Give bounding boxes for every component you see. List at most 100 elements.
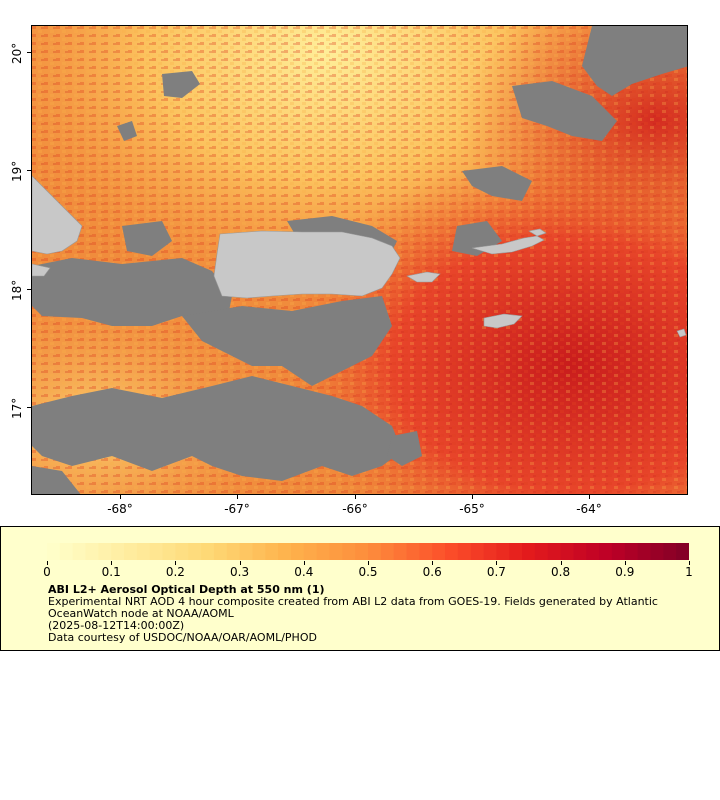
lat-tick-label: 19° [10, 160, 24, 182]
aod-map [32, 26, 687, 494]
colorbar-segment [201, 543, 215, 560]
colorbar-segment [509, 543, 523, 560]
colorbar-segment [213, 543, 228, 560]
no-data-region [117, 121, 137, 141]
lon-tick-label: -66° [342, 502, 368, 516]
lon-tick-label: -65° [459, 502, 485, 516]
colorbar-segment [573, 543, 587, 560]
colorbar-segment [470, 543, 485, 560]
colorbar-tick-mark [496, 561, 497, 565]
lat-tick-mark [27, 52, 31, 53]
colorbar-segment [149, 543, 164, 560]
colorbar-segment [175, 543, 189, 560]
st-croix-land [483, 313, 523, 329]
colorbar-segment [98, 543, 112, 560]
colorbar-segment [136, 543, 151, 560]
no-data-region [162, 71, 200, 98]
colorbar-segment [239, 543, 253, 560]
colorbar-segment [72, 543, 87, 560]
lat-tick-label: 20° [10, 42, 24, 64]
no-data-region [387, 431, 422, 466]
colorbar-segment [676, 543, 689, 560]
colorbar-tick-mark [561, 561, 562, 565]
colorbar-segment [380, 543, 395, 560]
colorbar-tick-label: 0.6 [422, 565, 442, 579]
land-masses [32, 175, 687, 338]
colorbar-tick-label: 0.3 [230, 565, 250, 579]
no-data-region [32, 258, 232, 326]
colorbar-tick-label: 0.8 [551, 565, 571, 579]
colorbar-segment [650, 543, 664, 560]
colorbar-segment [85, 543, 99, 560]
colorbar-tick-mark [111, 561, 112, 565]
legend-description-cont: OceanWatch node at NOAA/AOML [48, 607, 234, 620]
colorbar-segment [265, 543, 279, 560]
lon-tick-label: -64° [576, 502, 602, 516]
colorbar-tick-mark [689, 561, 690, 565]
colorbar-segment [432, 543, 446, 560]
hispaniola-east-land [32, 175, 83, 255]
colorbar-segment [329, 543, 343, 560]
colorbar-tick-label: 0 [43, 565, 51, 579]
colorbar-tick-mark [304, 561, 305, 565]
lon-tick-mark [237, 495, 238, 499]
no-data-region [182, 296, 392, 386]
no-data-region [582, 26, 687, 96]
colorbar-segment [496, 543, 510, 560]
colorbar-segment [393, 543, 408, 560]
no-data-region [512, 81, 617, 141]
lon-tick-label: -67° [224, 502, 250, 516]
colorbar-tick-mark [368, 561, 369, 565]
virgin-islands-land [676, 328, 687, 338]
colorbar-tick-label: 0.4 [294, 565, 314, 579]
no-data-region [462, 166, 532, 201]
colorbar-tick-mark [625, 561, 626, 565]
colorbar-segment [611, 543, 626, 560]
colorbar-segment [483, 543, 497, 560]
colorbar-segment [419, 543, 433, 560]
colorbar [47, 543, 689, 560]
vieques-land [406, 271, 441, 283]
lat-tick-label: 17° [10, 397, 24, 419]
colorbar-tick-label: 0.7 [486, 565, 506, 579]
lat-tick-mark [27, 407, 31, 408]
colorbar-segment [445, 543, 459, 560]
colorbar-segment [457, 543, 472, 560]
colorbar-segment [663, 543, 677, 560]
colorbar-tick-label: 0.9 [615, 565, 635, 579]
colorbar-segment [59, 543, 74, 560]
lat-tick-label: 18° [10, 279, 24, 301]
colorbar-segment [534, 543, 549, 560]
colorbar-segment [252, 543, 266, 560]
colorbar-segment [355, 543, 369, 560]
lon-tick-mark [589, 495, 590, 499]
virgin-islands-land [471, 235, 545, 255]
lon-tick-label: -68° [107, 502, 133, 516]
hispaniola-east-land [32, 263, 51, 277]
colorbar-tick-label: 0.1 [101, 565, 121, 579]
colorbar-segment [47, 543, 61, 560]
colorbar-segment [188, 543, 202, 560]
colorbar-tick-mark [175, 561, 176, 565]
colorbar-tick-mark [240, 561, 241, 565]
colorbar-segment [522, 543, 536, 560]
colorbar-segment [547, 543, 562, 560]
colorbar-segment [342, 543, 356, 560]
map-panel [31, 25, 688, 495]
colorbar-segment [303, 543, 318, 560]
colorbar-segment [316, 543, 330, 560]
legend-timestamp: (2025-08-12T14:00:00Z) [48, 619, 185, 632]
lon-tick-mark [472, 495, 473, 499]
colorbar-tick-mark [432, 561, 433, 565]
lat-tick-mark [27, 289, 31, 290]
colorbar-tick-label: 0.2 [165, 565, 185, 579]
colorbar-segment [124, 543, 138, 560]
colorbar-segment [406, 543, 420, 560]
colorbar-segment [278, 543, 292, 560]
colorbar-segment [368, 543, 382, 560]
no-data-region [32, 466, 81, 494]
colorbar-tick-label: 0.5 [358, 565, 378, 579]
colorbar-segment [290, 543, 305, 560]
colorbar-segment [624, 543, 639, 560]
lon-tick-mark [355, 495, 356, 499]
